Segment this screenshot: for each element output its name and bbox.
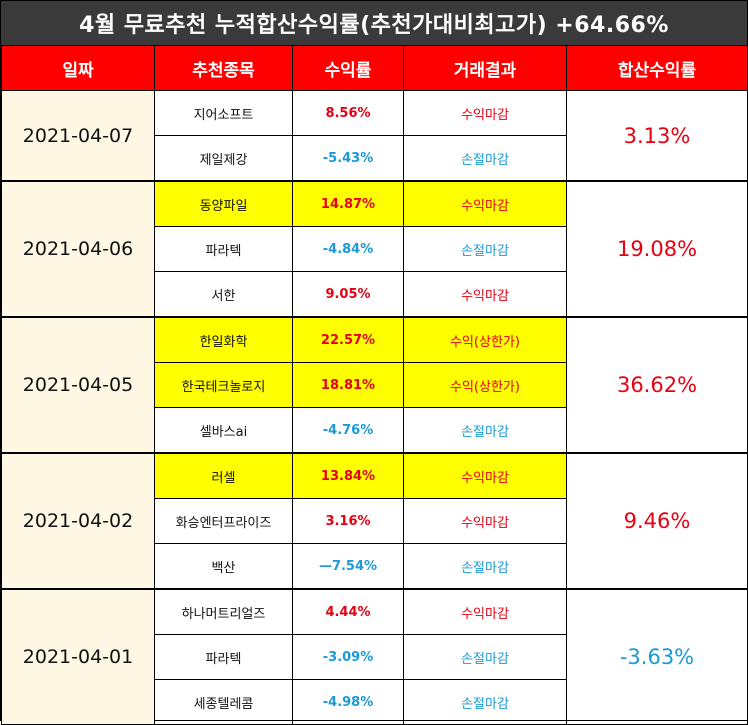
stock-name: 한국테크놀로지 bbox=[154, 362, 293, 408]
result-cell: 수익마감 bbox=[403, 452, 567, 499]
rate-cell: 9.05% bbox=[292, 271, 404, 318]
total-cell: 9.46% bbox=[566, 452, 748, 590]
table-row: 2021-04-02 러셀 13.84% 수익마감 9.46% bbox=[1, 452, 748, 590]
result-cell: 수익마감 bbox=[403, 498, 567, 544]
rate-cell: 22.57% bbox=[292, 316, 404, 363]
date-cell: 2021-04-05 bbox=[1, 316, 155, 454]
stock-name: 한일화학 bbox=[154, 316, 293, 363]
header-date: 일짜 bbox=[1, 45, 155, 91]
result-cell: 손절마감 bbox=[403, 679, 567, 725]
table-row: 제일제강 -5.43% 손절마감 bbox=[2, 135, 748, 182]
date-cell: 2021-04-07 bbox=[1, 90, 155, 182]
total-cell: 19.08% bbox=[566, 180, 748, 318]
table-row: 2021-04-07 지어소프트 8.56% 수익마감 3.13% bbox=[1, 90, 748, 182]
rate-cell: —7.54% bbox=[292, 543, 404, 590]
stock-name: 하나머트리얼즈 bbox=[154, 588, 293, 635]
header-stock: 추천종목 bbox=[154, 45, 293, 91]
stock-name: 셀바스ai bbox=[154, 407, 293, 454]
result-cell: 수익마감 bbox=[403, 90, 567, 136]
table-row: 세종텔레콤 -4.98% 손절마감 bbox=[2, 679, 748, 725]
stock-name: 러셀 bbox=[154, 452, 293, 499]
date-cell: 2021-04-01 bbox=[1, 588, 155, 725]
table-row: 화승엔터프라이즈 3.16% 수익마감 bbox=[2, 498, 748, 544]
table-row: 서한 9.05% 수익마감 bbox=[2, 271, 748, 318]
header-row: 일짜 추천종목 수익률 거래결과 합산수익률 bbox=[1, 45, 748, 91]
table-row: 2021-04-06 동양파일 14.87% 수익마감 19.08% bbox=[1, 180, 748, 318]
date-cell: 2021-04-02 bbox=[1, 452, 155, 590]
rate-cell: 3.16% bbox=[292, 498, 404, 544]
stock-name: 파라텍 bbox=[154, 226, 293, 272]
rate-cell: -4.98% bbox=[292, 679, 404, 725]
rate-cell: 18.81% bbox=[292, 362, 404, 408]
table-row: 파라텍 -4.84% 손절마감 bbox=[2, 226, 748, 272]
result-cell: 손절마감 bbox=[403, 226, 567, 272]
rate-cell: -4.84% bbox=[292, 226, 404, 272]
stock-name: 서한 bbox=[154, 271, 293, 318]
stock-name: 화승엔터프라이즈 bbox=[154, 498, 293, 544]
stock-name: 지어소프트 bbox=[154, 90, 293, 136]
stock-name: 파라텍 bbox=[154, 634, 293, 680]
table-row: 한국테크놀로지 18.81% 수익(상한가) bbox=[2, 362, 748, 408]
total-cell: -3.63% bbox=[566, 588, 748, 725]
stock-name: 동양파일 bbox=[154, 180, 293, 227]
result-cell: 수익(상한가) bbox=[403, 316, 567, 363]
total-cell: 3.13% bbox=[566, 90, 748, 182]
rate-cell: 14.87% bbox=[292, 180, 404, 227]
rate-cell: -3.09% bbox=[292, 634, 404, 680]
header-total: 합산수익률 bbox=[566, 45, 748, 91]
stock-name: 백산 bbox=[154, 543, 293, 590]
result-cell: 수익마감 bbox=[403, 271, 567, 318]
rate-cell: 4.44% bbox=[292, 588, 404, 635]
result-cell: 수익마감 bbox=[403, 588, 567, 635]
table-row: 백산 —7.54% 손절마감 bbox=[2, 543, 748, 590]
stock-name: 세종텔레콤 bbox=[154, 679, 293, 725]
result-cell: 수익마감 bbox=[403, 180, 567, 227]
header-result: 거래결과 bbox=[403, 45, 567, 91]
page-title: 4월 무료추천 누적합산수익률(추천가대비최고가) +64.66% bbox=[1, 1, 747, 45]
date-cell: 2021-04-06 bbox=[1, 180, 155, 318]
rate-cell: -5.43% bbox=[292, 135, 404, 182]
total-cell: 36.62% bbox=[566, 316, 748, 454]
result-cell: 손절마감 bbox=[403, 407, 567, 454]
table-row: 셀바스ai -4.76% 손절마감 bbox=[2, 407, 748, 454]
rate-cell: 13.84% bbox=[292, 452, 404, 499]
table-row: 2021-04-01 하나머트리얼즈 4.44% 수익마감 -3.63% bbox=[1, 588, 748, 725]
rate-cell: 8.56% bbox=[292, 90, 404, 136]
result-cell: 수익(상한가) bbox=[403, 362, 567, 408]
result-cell: 손절마감 bbox=[403, 634, 567, 680]
result-cell: 손절마감 bbox=[403, 135, 567, 182]
stock-name: 제일제강 bbox=[154, 135, 293, 182]
header-rate: 수익률 bbox=[292, 45, 404, 91]
returns-table: 일짜 추천종목 수익률 거래결과 합산수익률 2021-04-07 지어소프트 … bbox=[1, 45, 748, 725]
table-row: 2021-04-05 한일화학 22.57% 수익(상한가) 36.62% bbox=[1, 316, 748, 454]
result-cell: 손절마감 bbox=[403, 543, 567, 590]
rate-cell: -4.76% bbox=[292, 407, 404, 454]
